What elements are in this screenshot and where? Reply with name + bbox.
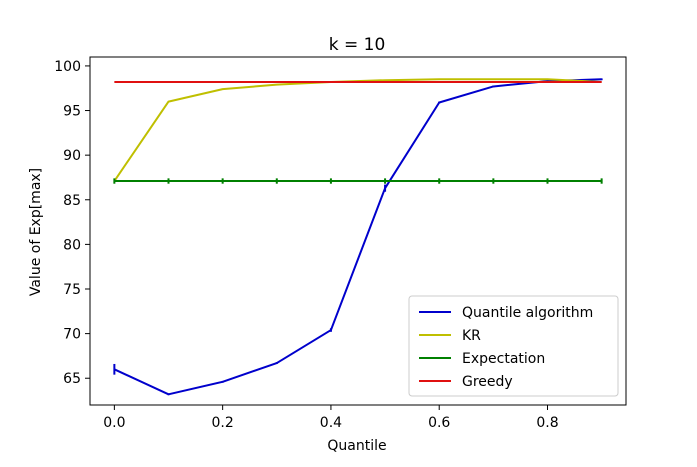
legend: Quantile algorithm KR Expectation Greedy bbox=[408, 295, 619, 397]
series-layer bbox=[113, 78, 603, 396]
x-tick-label: 0.6 bbox=[428, 415, 450, 431]
series-kr bbox=[113, 78, 602, 182]
legend-label: Expectation bbox=[462, 351, 545, 367]
legend-label: Quantile algorithm bbox=[462, 305, 593, 321]
x-tick-label: 0.4 bbox=[320, 415, 342, 431]
y-tick-label: 75 bbox=[63, 282, 81, 298]
legend-box bbox=[408, 295, 619, 397]
y-tick-label: 95 bbox=[63, 104, 81, 120]
y-tick-label: 70 bbox=[63, 327, 81, 343]
y-tick-label: 80 bbox=[63, 237, 81, 253]
legend-label: KR bbox=[462, 328, 481, 344]
x-tick-label: 0.0 bbox=[103, 415, 125, 431]
x-tick-label: 0.2 bbox=[212, 415, 234, 431]
series-expectation bbox=[113, 178, 603, 184]
plot-frame bbox=[89, 56, 627, 406]
series-line bbox=[113, 78, 602, 182]
y-tick-label: 85 bbox=[63, 193, 81, 209]
series-quantile-algorithm bbox=[113, 78, 603, 396]
x-tick-label: 0.8 bbox=[536, 415, 558, 431]
y-axis-label: Value of Exp[max] bbox=[28, 168, 44, 296]
x-axis-ticks: 0.0 0.2 0.4 0.6 0.8 bbox=[103, 405, 559, 431]
y-axis-ticks: 65 70 75 80 85 90 95 100 bbox=[54, 59, 90, 387]
y-tick-label: 90 bbox=[63, 148, 81, 164]
series-line bbox=[113, 78, 602, 396]
legend-label: Greedy bbox=[462, 374, 513, 390]
y-tick-label: 65 bbox=[63, 371, 81, 387]
x-axis-label: Quantile bbox=[327, 438, 386, 454]
plot-area bbox=[89, 56, 627, 406]
chart-title: k = 10 bbox=[329, 35, 386, 55]
y-tick-label: 100 bbox=[54, 59, 81, 75]
